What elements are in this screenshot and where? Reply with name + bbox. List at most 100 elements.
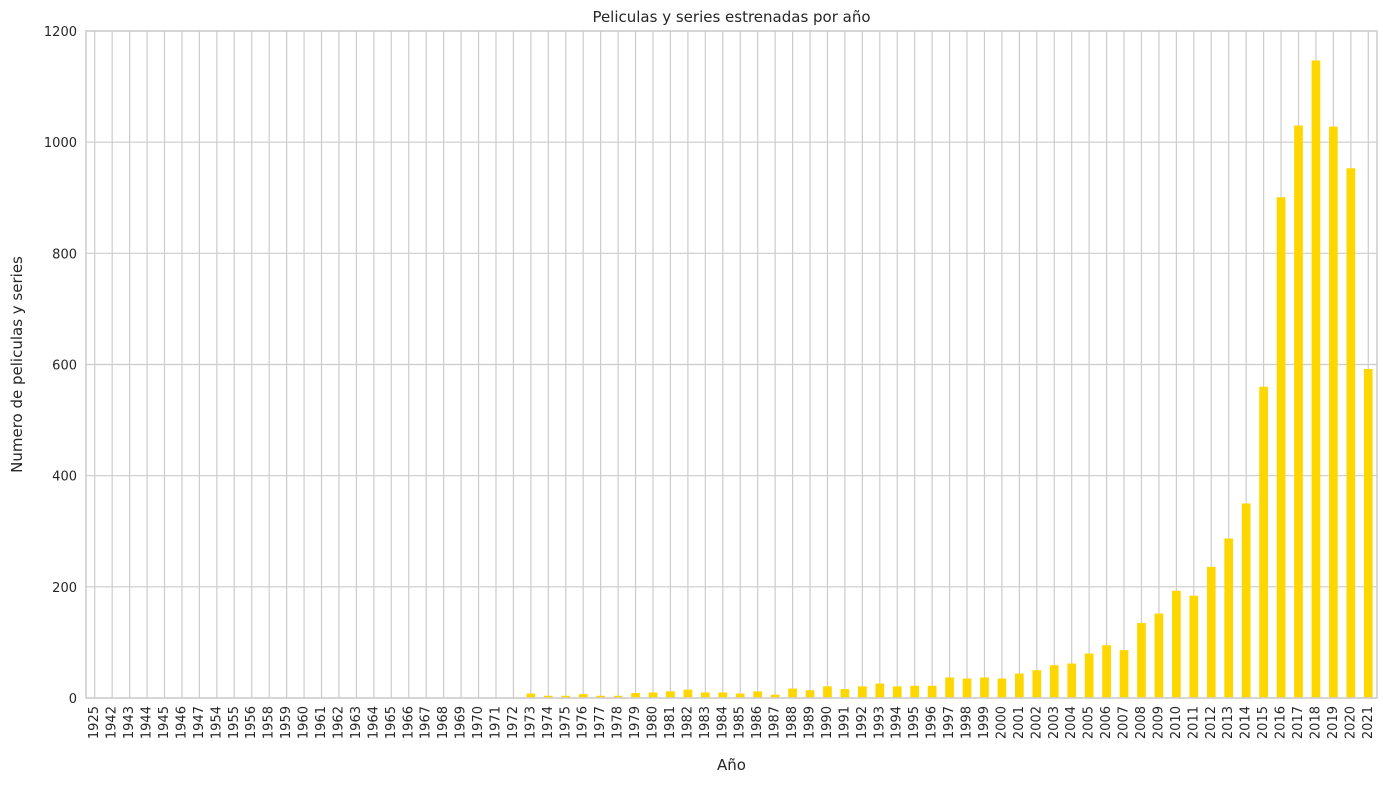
x-tick-label: 1970 — [471, 706, 486, 739]
bar-1988 — [788, 688, 797, 698]
x-tick-label: 1985 — [733, 706, 748, 739]
x-tick-label: 2017 — [1291, 706, 1306, 739]
x-tick-label: 1994 — [890, 706, 905, 739]
bar-2011 — [1189, 595, 1199, 698]
x-tick-label: 1984 — [715, 706, 730, 739]
x-tick-label: 1965 — [384, 706, 399, 739]
bar-1997 — [945, 677, 954, 698]
x-tick-label: 2003 — [1047, 706, 1062, 739]
x-tick-label: 2007 — [1117, 706, 1132, 739]
x-tick-label: 1963 — [349, 706, 364, 739]
x-tick-label: 2002 — [1029, 706, 1044, 739]
x-tick-label: 1979 — [628, 706, 643, 739]
x-tick-label: 1978 — [611, 706, 626, 739]
x-tick-label: 2021 — [1361, 706, 1376, 739]
x-tick-label: 1976 — [576, 706, 591, 739]
x-tick-label: 1960 — [297, 706, 312, 739]
x-tick-label: 1990 — [820, 706, 835, 739]
bar-2007 — [1119, 650, 1129, 698]
x-tick-label: 2008 — [1134, 706, 1149, 739]
bar-1989 — [805, 690, 815, 698]
bar-1999 — [980, 677, 989, 698]
bar-2008 — [1137, 622, 1146, 698]
bar-1995 — [910, 685, 920, 698]
bar-1984 — [718, 692, 728, 698]
x-tick-label: 2011 — [1186, 706, 1201, 739]
x-tick-label: 1966 — [401, 706, 416, 739]
x-tick-label: 1991 — [837, 706, 852, 739]
bar-2004 — [1067, 663, 1077, 698]
chart-title: Peliculas y series estrenadas por año — [592, 8, 870, 26]
bar-2009 — [1154, 613, 1164, 698]
x-tick-label: 1954 — [209, 706, 224, 739]
y-tick-label: 200 — [52, 581, 77, 596]
x-tick-label: 1998 — [960, 706, 975, 739]
x-tick-label: 1993 — [872, 706, 887, 739]
x-tick-label: 1968 — [436, 706, 451, 739]
x-tick-label: 1961 — [314, 706, 329, 739]
bar-2012 — [1206, 566, 1216, 698]
x-tick-label: 1986 — [750, 706, 765, 739]
bar-2006 — [1102, 645, 1111, 698]
bar-1990 — [823, 686, 832, 698]
bar-1992 — [857, 686, 867, 698]
bar-2018 — [1311, 60, 1321, 698]
x-tick-label: 2006 — [1099, 706, 1114, 739]
bar-1983 — [700, 692, 710, 698]
x-tick-label: 1989 — [803, 706, 818, 739]
x-tick-label: 1943 — [122, 706, 137, 739]
grid-lines — [86, 30, 1377, 699]
x-tick-label: 1964 — [366, 706, 381, 739]
bar-2021 — [1363, 368, 1373, 698]
x-tick-label: 1977 — [593, 706, 608, 739]
x-tick-label: 1999 — [977, 706, 992, 739]
x-tick-label: 1980 — [645, 706, 660, 739]
x-tick-label: 1988 — [785, 706, 800, 739]
x-tick-label: 1982 — [680, 706, 695, 739]
bar-1993 — [875, 683, 885, 698]
bar-2005 — [1084, 653, 1094, 698]
x-tick-label: 2001 — [1012, 706, 1027, 739]
x-tick-label: 1962 — [331, 706, 346, 739]
bar-2002 — [1032, 670, 1042, 698]
bar-1980 — [648, 692, 658, 698]
bar-1979 — [631, 692, 640, 698]
y-tick-label: 800 — [52, 247, 77, 262]
y-axis-ticks: 0 200 400 600 800 1000 1200 — [44, 25, 77, 707]
y-tick-label: 1200 — [44, 25, 77, 40]
bar-2003 — [1049, 665, 1059, 698]
x-axis-title: Año — [717, 756, 746, 774]
x-tick-label: 1975 — [558, 706, 573, 739]
x-tick-label: 2018 — [1308, 706, 1323, 739]
x-tick-label: 1947 — [192, 706, 207, 739]
x-tick-label: 2012 — [1204, 706, 1219, 739]
x-axis-ticks: 1925 1942 1943 1944 1945 1946 1947 1954 1955 1956… — [87, 706, 1376, 739]
bar-1986 — [753, 691, 763, 698]
x-tick-label: 1981 — [663, 706, 678, 739]
x-tick-label: 2004 — [1064, 706, 1079, 739]
x-tick-label: 1959 — [279, 706, 294, 739]
x-tick-label: 1983 — [698, 706, 713, 739]
y-tick-label: 400 — [52, 470, 77, 485]
x-tick-label: 1972 — [506, 706, 521, 739]
x-tick-label: 1973 — [523, 706, 538, 739]
x-tick-label: 1967 — [419, 706, 434, 739]
x-tick-label: 2009 — [1151, 706, 1166, 739]
bar-1996 — [927, 685, 937, 698]
plot-border — [85, 30, 1378, 699]
bar-1973 — [526, 693, 536, 698]
x-tick-label: 2016 — [1274, 706, 1289, 739]
x-tick-label: 1946 — [174, 706, 189, 739]
x-tick-label: 2014 — [1239, 706, 1254, 739]
bar-1981 — [666, 691, 675, 698]
bar-1985 — [735, 693, 745, 698]
bar-1998 — [962, 678, 972, 698]
x-tick-label: 2000 — [994, 706, 1009, 739]
bar-1982 — [683, 689, 693, 698]
bars — [90, 60, 1373, 699]
x-tick-label: 2010 — [1169, 706, 1184, 739]
bar-2017 — [1294, 125, 1303, 698]
x-tick-label: 1987 — [768, 706, 783, 739]
